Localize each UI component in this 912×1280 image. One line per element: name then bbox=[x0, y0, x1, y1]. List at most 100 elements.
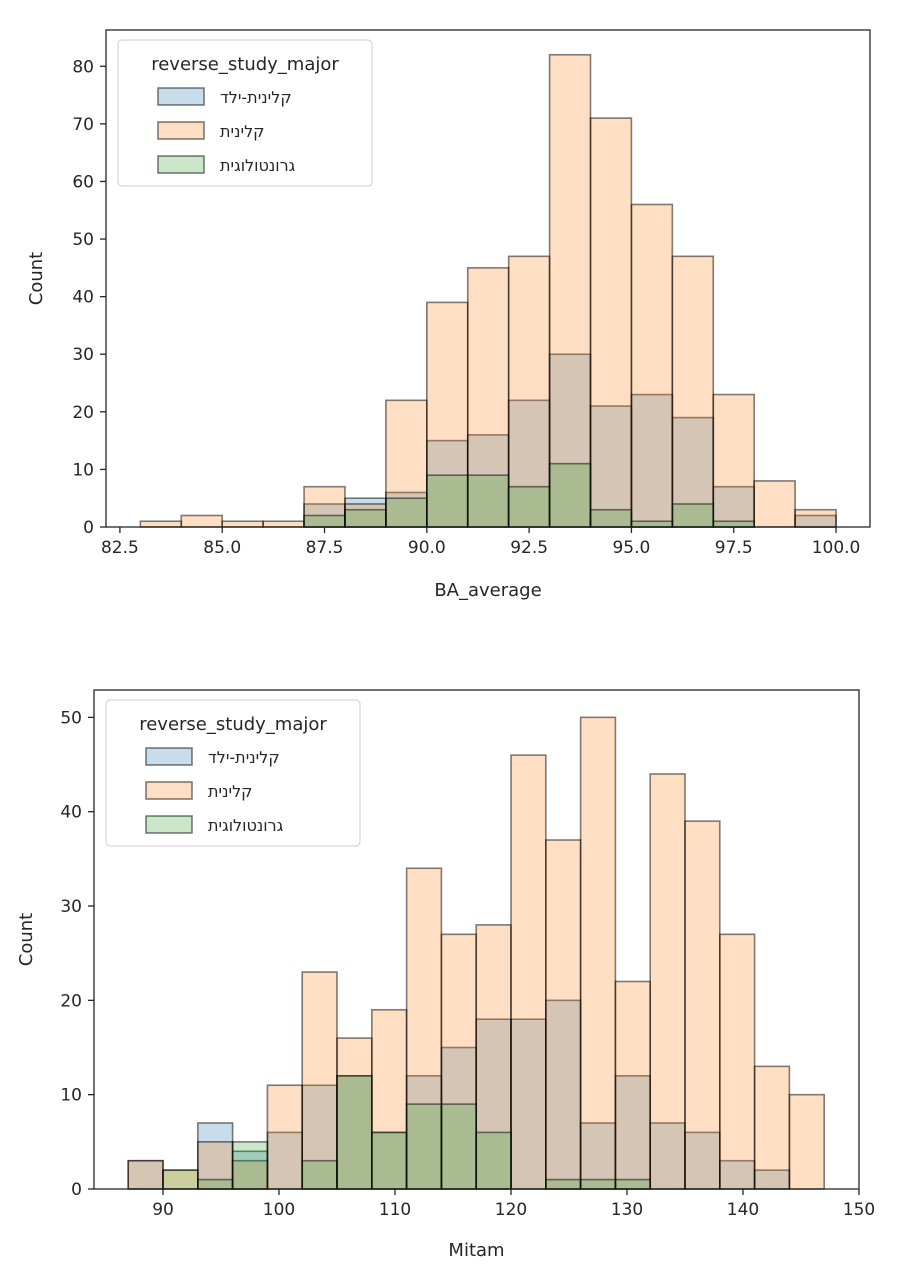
y-tick-label: 50 bbox=[60, 708, 82, 728]
axes-frame bbox=[105, 29, 871, 528]
histogram-bar bbox=[684, 1131, 721, 1190]
histogram-bar bbox=[262, 520, 305, 528]
histogram-bar bbox=[180, 514, 224, 528]
x-tick-label: 110 bbox=[379, 1200, 411, 1220]
legend-swatch bbox=[157, 121, 205, 140]
histogram-bar bbox=[405, 1103, 443, 1190]
axes-frame bbox=[93, 689, 860, 1190]
y-ticks: 0 10 20 30 40 50 60 70 80 bbox=[72, 57, 106, 538]
histogram-bar bbox=[426, 439, 469, 528]
bars-group bbox=[139, 53, 837, 528]
histogram-bar bbox=[579, 1178, 617, 1190]
y-tick-label: 70 bbox=[72, 115, 94, 135]
histogram-bar bbox=[221, 520, 264, 528]
histogram-bar bbox=[344, 508, 387, 528]
legend-box bbox=[117, 39, 373, 187]
histogram-bar bbox=[614, 1178, 652, 1190]
legend-title: reverse_study_major bbox=[139, 714, 327, 735]
histogram-bar bbox=[507, 485, 551, 528]
x-tick-label: 150 bbox=[843, 1200, 875, 1220]
histogram-bar bbox=[630, 203, 674, 528]
histogram-bar bbox=[671, 255, 715, 528]
histogram-bar bbox=[475, 1131, 512, 1190]
histogram-bar bbox=[630, 520, 674, 528]
histogram-bar bbox=[336, 1075, 373, 1190]
histogram-bar bbox=[440, 933, 478, 1190]
histogram-bar bbox=[719, 933, 756, 1190]
histogram-bar bbox=[197, 1178, 234, 1190]
histogram-bar bbox=[231, 1159, 269, 1190]
x-tick-label: 130 bbox=[611, 1200, 643, 1220]
x-ticks: 90 100 110 120 130 140 150 bbox=[152, 1189, 875, 1220]
series-2 bbox=[162, 1075, 652, 1190]
x-axis-label: Mitam bbox=[448, 1240, 504, 1261]
legend-label: גרונטולוגית bbox=[208, 816, 284, 835]
x-tick-label: 120 bbox=[495, 1200, 527, 1220]
histogram-bar bbox=[440, 1103, 478, 1190]
y-tick-label: 40 bbox=[60, 803, 82, 823]
legend-label: קלינית-ילד bbox=[220, 88, 292, 107]
x-tick-label: 87.5 bbox=[306, 538, 344, 558]
histogram-bar bbox=[614, 980, 652, 1190]
histogram-bar bbox=[475, 924, 512, 1190]
x-tick-label: 90.0 bbox=[408, 538, 446, 558]
y-ticks: 0 10 20 30 40 50 bbox=[60, 708, 94, 1200]
histogram-bar bbox=[301, 1159, 338, 1190]
histogram-bar bbox=[139, 520, 183, 528]
histogram-bar bbox=[303, 514, 346, 528]
x-tick-label: 82.5 bbox=[101, 538, 139, 558]
legend: reverse_study_major קלינית-ילד קלינית גרונ… bbox=[117, 39, 373, 187]
histogram-bar bbox=[545, 1178, 582, 1190]
x-tick-label: 90 bbox=[152, 1200, 174, 1220]
histogram-bar bbox=[684, 820, 721, 1190]
x-tick-label: 92.5 bbox=[510, 538, 548, 558]
histogram-bar bbox=[589, 117, 633, 528]
histogram-bar bbox=[510, 754, 547, 1190]
legend-box bbox=[105, 699, 361, 847]
x-tick-label: 100.0 bbox=[812, 538, 861, 558]
histogram-bar bbox=[579, 716, 617, 1190]
x-tick-label: 100 bbox=[263, 1200, 295, 1220]
y-tick-label: 20 bbox=[60, 991, 82, 1011]
histogram-bar bbox=[336, 1037, 373, 1190]
y-tick-label: 80 bbox=[72, 57, 94, 77]
histogram-bar bbox=[712, 393, 755, 528]
histogram-bar bbox=[548, 462, 592, 528]
x-tick-label: 85.0 bbox=[203, 538, 241, 558]
histogram-bar bbox=[753, 1065, 791, 1190]
histogram-bar bbox=[301, 971, 338, 1190]
histogram-bar bbox=[589, 508, 633, 528]
legend-swatch bbox=[157, 155, 205, 174]
histogram-bar bbox=[440, 1046, 478, 1190]
legend-label: גרונטולוגית bbox=[220, 156, 296, 175]
y-tick-label: 60 bbox=[72, 172, 94, 192]
histogram-bar bbox=[712, 520, 755, 528]
legend-swatch bbox=[145, 815, 193, 834]
x-ticks: 82.5 85.0 87.5 90.0 92.5 95.0 97.5 100.0 bbox=[101, 527, 860, 558]
histogram-bar bbox=[197, 1141, 234, 1190]
series-2 bbox=[303, 462, 755, 528]
histogram-bar bbox=[127, 1159, 164, 1190]
histogram-bar bbox=[794, 508, 837, 528]
x-tick-label: 95.0 bbox=[612, 538, 650, 558]
histogram-bar bbox=[344, 497, 387, 528]
legend-entry: קלינית bbox=[157, 121, 265, 141]
histogram-bar bbox=[548, 53, 592, 528]
histogram-bar bbox=[385, 497, 428, 528]
legend-entry: קלינית bbox=[145, 781, 253, 801]
histogram-bar bbox=[545, 999, 582, 1190]
y-tick-label: 40 bbox=[72, 288, 94, 308]
legend-swatch bbox=[157, 87, 205, 106]
histogram-bar bbox=[671, 503, 715, 528]
legend-label: קלינית-ילד bbox=[208, 748, 280, 767]
y-axis-label: Count bbox=[16, 913, 37, 966]
legend-title: reverse_study_major bbox=[151, 54, 339, 75]
y-tick-label: 10 bbox=[72, 460, 94, 480]
histogram-bar bbox=[466, 267, 510, 528]
series-0 bbox=[303, 353, 837, 528]
ba-average-histogram: 82.5 85.0 87.5 90.0 92.5 95.0 97.5 100.0 0 10 20 3… bbox=[26, 29, 871, 601]
histogram-bar bbox=[385, 399, 428, 528]
histogram-bar bbox=[545, 839, 582, 1190]
x-tick-label: 140 bbox=[727, 1200, 759, 1220]
histogram-bar bbox=[371, 1131, 408, 1190]
